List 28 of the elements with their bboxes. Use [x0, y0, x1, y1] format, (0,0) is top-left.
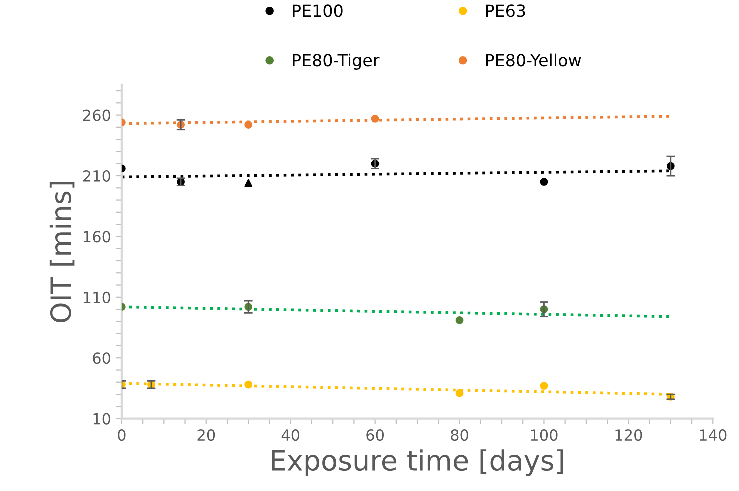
x-axis-title: Exposure time [days] — [272, 450, 564, 476]
y-tick-label: 10 — [94, 413, 111, 425]
x-tick-label: 20 — [198, 430, 216, 442]
point — [456, 316, 464, 324]
point — [540, 178, 548, 186]
x-tick-label: 0 — [118, 430, 126, 442]
point — [371, 114, 380, 123]
x-tick-label: 40 — [282, 430, 300, 442]
y-tick-label: 210 — [83, 170, 111, 182]
x-tick-label: 100 — [531, 430, 558, 442]
legend-label: PE100 — [293, 4, 343, 18]
point — [244, 179, 253, 188]
x-tick-label: 120 — [616, 430, 642, 442]
y-tick-label: 110 — [84, 292, 111, 304]
y-tick-label: 160 — [84, 231, 111, 243]
x-tick-label: 60 — [366, 430, 384, 442]
y-axis-title: OIT [mins] — [50, 182, 75, 323]
point — [540, 382, 548, 390]
y-tick-label: 60 — [93, 352, 111, 364]
legend-label: PE80-Yellow — [486, 54, 582, 67]
legend-label: PE80-Tiger — [293, 54, 380, 70]
point — [244, 380, 253, 389]
legend-label: PE63 — [486, 4, 526, 18]
point — [244, 121, 253, 129]
point — [456, 389, 464, 398]
x-tick-label: 80 — [451, 430, 468, 442]
x-tick-label: 140 — [700, 430, 727, 442]
y-tick-label: 260 — [83, 110, 111, 122]
